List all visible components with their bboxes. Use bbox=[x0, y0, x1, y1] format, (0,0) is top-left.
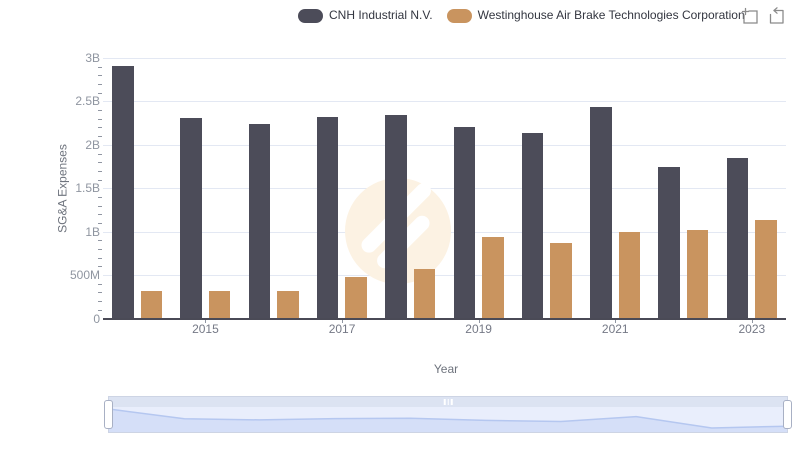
x-axis-label: 2019 bbox=[465, 322, 492, 336]
y-axis-minor-tick bbox=[98, 66, 102, 68]
bar-wabtec-2022[interactable] bbox=[686, 229, 709, 319]
y-axis-label: 2B bbox=[85, 137, 100, 152]
datazoom-track[interactable] bbox=[109, 407, 787, 432]
y-axis-minor-tick bbox=[98, 283, 102, 285]
gridline bbox=[103, 188, 786, 190]
bar-wabtec-2017[interactable] bbox=[345, 276, 367, 319]
y-axis-minor-tick bbox=[98, 179, 102, 181]
legend-swatch-cnh-icon bbox=[298, 8, 323, 23]
y-axis-minor-tick bbox=[98, 205, 102, 207]
y-axis-minor-tick bbox=[98, 118, 102, 120]
x-axis-label: 2015 bbox=[192, 322, 219, 336]
bar-wabtec-2023[interactable] bbox=[755, 220, 777, 319]
bar-cnh-2019[interactable] bbox=[453, 126, 475, 319]
gridline bbox=[103, 275, 786, 277]
y-axis-minor-tick bbox=[98, 162, 102, 164]
x-axis-tick bbox=[205, 319, 207, 323]
y-axis-minor-tick bbox=[98, 92, 102, 94]
gridline bbox=[103, 58, 786, 59]
bar-wabtec-2016[interactable] bbox=[277, 290, 299, 319]
plot-area bbox=[103, 58, 786, 320]
x-axis-line bbox=[103, 318, 786, 320]
y-axis-minor-tick bbox=[98, 136, 102, 138]
zoom-select-icon[interactable] bbox=[740, 6, 761, 27]
bar-wabtec-2014[interactable] bbox=[140, 290, 162, 319]
bar-wabtec-2019[interactable] bbox=[482, 236, 504, 319]
legend-item-cnh[interactable]: CNH Industrial N.V. bbox=[298, 7, 433, 24]
x-axis-tick bbox=[478, 319, 480, 323]
bar-wabtec-2021[interactable] bbox=[618, 231, 641, 319]
bar-cnh-2014[interactable] bbox=[112, 65, 134, 319]
datazoom-move-handle[interactable] bbox=[109, 397, 787, 407]
x-axis-tick bbox=[615, 319, 617, 323]
y-axis-label: 1.5B bbox=[75, 181, 100, 196]
x-axis-title: Year bbox=[433, 362, 459, 376]
bar-cnh-2018[interactable] bbox=[385, 115, 407, 319]
legend-label-cnh: CNH Industrial N.V. bbox=[329, 8, 433, 22]
datazoom-data-shadow bbox=[109, 408, 787, 432]
y-axis-minor-tick bbox=[98, 240, 102, 242]
y-axis-label: 2.5B bbox=[75, 94, 100, 109]
bar-wabtec-2020[interactable] bbox=[550, 242, 572, 319]
y-axis-minor-tick bbox=[98, 257, 102, 259]
bar-cnh-2022[interactable] bbox=[658, 167, 680, 319]
y-axis-minor-tick bbox=[98, 75, 102, 77]
legend: CNH Industrial N.V. Westinghouse Air Bra… bbox=[298, 7, 745, 24]
y-axis-minor-tick bbox=[98, 84, 102, 86]
legend-label-wabtec: Westinghouse Air Brake Technologies Corp… bbox=[477, 8, 745, 22]
bar-wabtec-2015[interactable] bbox=[208, 290, 231, 319]
y-axis-minor-tick bbox=[98, 127, 102, 129]
restore-icon[interactable] bbox=[766, 6, 787, 27]
bar-wabtec-2018[interactable] bbox=[413, 269, 436, 319]
y-axis-minor-tick bbox=[98, 309, 102, 311]
x-axis-label: 2017 bbox=[328, 322, 356, 336]
y-axis-label: 3B bbox=[85, 51, 100, 65]
y-axis-label: 500M bbox=[69, 268, 100, 283]
x-axis-label: 2023 bbox=[738, 322, 766, 336]
bar-cnh-2015[interactable] bbox=[180, 117, 202, 319]
y-axis-minor-tick bbox=[98, 170, 102, 172]
y-axis-minor-tick bbox=[98, 266, 102, 268]
x-axis-tick bbox=[342, 319, 344, 323]
datazoom-right-handle[interactable] bbox=[783, 400, 792, 429]
x-axis-label: 2021 bbox=[601, 322, 629, 336]
y-axis-minor-tick bbox=[98, 153, 102, 155]
y-axis-label: 0 bbox=[93, 311, 100, 326]
gridline bbox=[103, 101, 786, 103]
y-axis-minor-tick bbox=[98, 249, 102, 251]
y-axis-minor-tick bbox=[98, 110, 102, 112]
y-axis-minor-tick bbox=[98, 292, 102, 294]
bar-cnh-2021[interactable] bbox=[590, 106, 612, 319]
y-axis-minor-tick bbox=[98, 222, 102, 224]
legend-swatch-wabtec-icon bbox=[446, 8, 472, 23]
grip-lines-icon bbox=[443, 399, 453, 405]
toolbox bbox=[740, 6, 787, 27]
x-axis-tick bbox=[751, 319, 753, 323]
bar-cnh-2023[interactable] bbox=[726, 157, 749, 319]
datazoom-slider[interactable] bbox=[104, 396, 792, 433]
bar-cnh-2020[interactable] bbox=[521, 132, 544, 319]
bar-cnh-2017[interactable] bbox=[316, 117, 339, 319]
y-axis-minor-tick bbox=[98, 196, 102, 198]
y-axis-label: 1B bbox=[85, 224, 100, 239]
y-axis-minor-tick bbox=[98, 214, 102, 216]
gridline bbox=[103, 144, 786, 146]
legend-item-wabtec[interactable]: Westinghouse Air Brake Technologies Corp… bbox=[446, 7, 745, 24]
y-axis-minor-tick bbox=[98, 301, 102, 303]
bar-cnh-2016[interactable] bbox=[248, 124, 271, 319]
datazoom-left-handle[interactable] bbox=[104, 400, 113, 429]
